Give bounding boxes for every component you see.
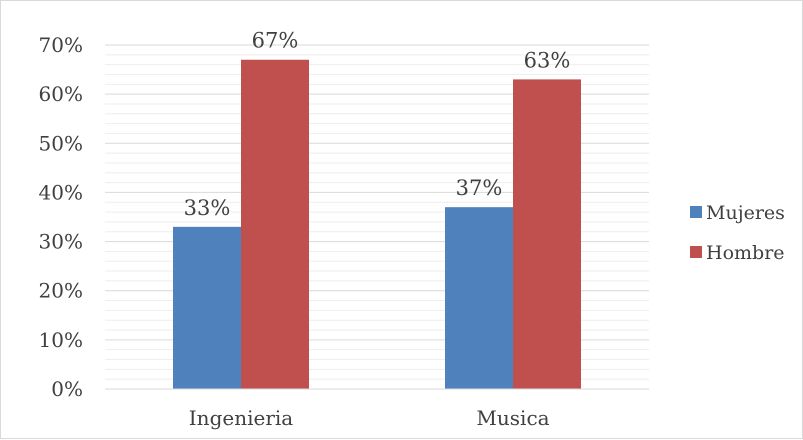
data-label: 67% xyxy=(252,29,299,53)
x-category-label: Musica xyxy=(476,406,549,430)
legend-swatch-hombre xyxy=(690,246,702,258)
data-label: 63% xyxy=(524,48,571,72)
y-tick-label: 10% xyxy=(39,328,83,352)
y-axis-ticks: 0% 10% 20% 30% 40% 50% 60% 70% xyxy=(39,33,83,401)
legend-swatch-mujeres xyxy=(690,206,702,218)
bars xyxy=(173,59,581,390)
y-tick-label: 20% xyxy=(39,279,83,303)
legend-label-hombre: Hombre xyxy=(706,242,785,264)
x-category-label: Ingenieria xyxy=(189,406,293,430)
data-labels: 33% 67% 37% 63% xyxy=(184,29,571,220)
y-tick-label: 0% xyxy=(51,377,83,401)
bar-hombre-musica xyxy=(513,79,581,390)
y-tick-label: 40% xyxy=(39,180,83,204)
legend: Mujeres Hombre xyxy=(690,202,785,264)
legend-label-mujeres: Mujeres xyxy=(706,202,785,224)
data-label: 37% xyxy=(456,176,503,200)
y-tick-label: 50% xyxy=(39,131,83,155)
y-tick-label: 70% xyxy=(39,33,83,57)
x-axis-categories: Ingenieria Musica xyxy=(189,406,550,430)
data-label: 33% xyxy=(184,196,231,220)
bar-mujeres-ingenieria xyxy=(173,226,241,389)
y-tick-label: 60% xyxy=(39,82,83,106)
y-tick-label: 30% xyxy=(39,230,83,254)
bar-hombre-ingenieria xyxy=(241,59,309,389)
bar-mujeres-musica xyxy=(445,207,513,389)
